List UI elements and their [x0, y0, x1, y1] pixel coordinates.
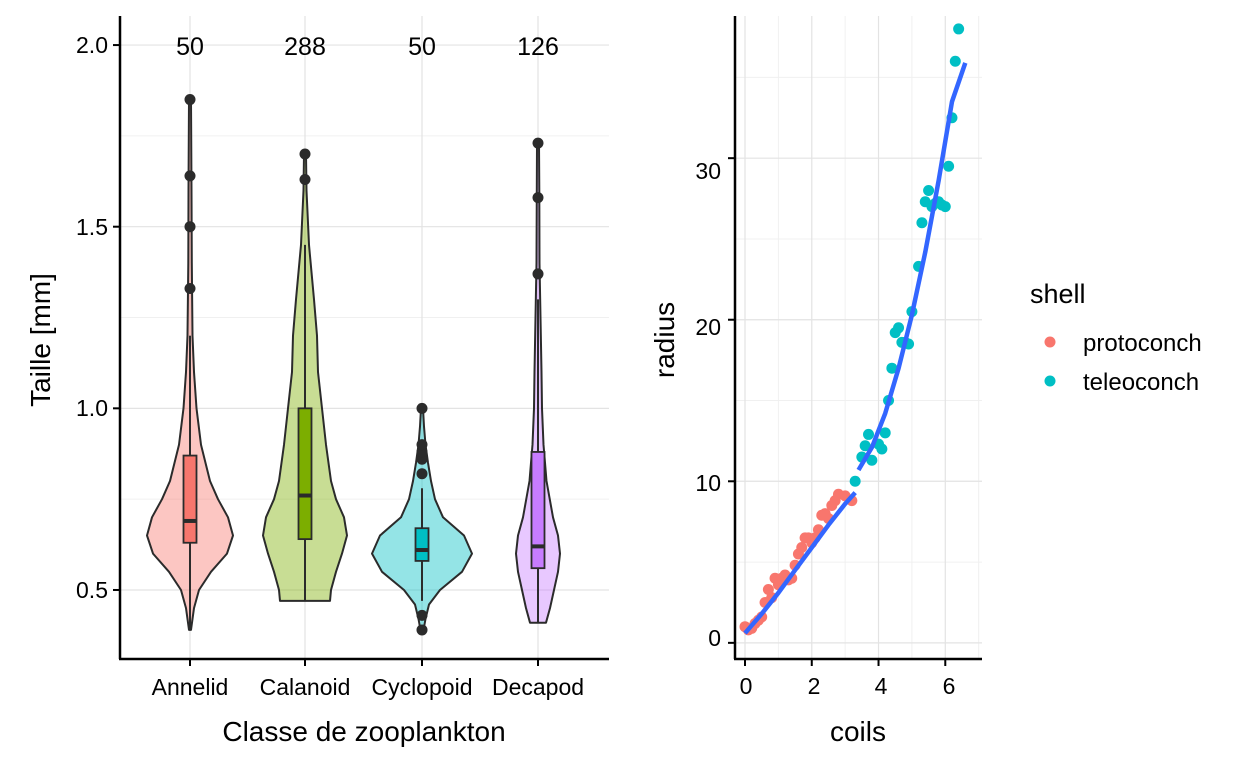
outlier-point — [416, 439, 428, 451]
x-tick-label-cyclopoid: Cyclopoid — [372, 674, 473, 700]
boxplots — [182, 244, 546, 630]
outlier-point — [184, 170, 196, 182]
count-labels: 50 288 50 126 — [176, 33, 559, 61]
legend: shell protoconch teleoconch — [1030, 279, 1202, 396]
point-teleoconch — [923, 184, 935, 196]
outlier-point — [416, 624, 428, 636]
y-tick-label: 1.5 — [76, 214, 108, 240]
x-tick-label: 0 — [740, 673, 753, 699]
point-teleoconch — [866, 454, 878, 466]
legend-title: shell — [1030, 279, 1086, 309]
x-tick-label: 6 — [943, 673, 956, 699]
scatter-y-axis-title: radius — [649, 302, 680, 378]
box-decapod — [530, 451, 546, 570]
legend-key-teleoconch — [1044, 375, 1056, 387]
x-tick-label: 2 — [808, 673, 821, 699]
point-protoconch — [796, 542, 808, 554]
count-label-decapod: 126 — [517, 33, 559, 61]
outlier-point — [184, 94, 196, 106]
count-label-annelid: 50 — [176, 33, 204, 61]
point-teleoconch — [953, 23, 965, 35]
violins — [146, 98, 561, 631]
point-teleoconch — [893, 322, 905, 334]
box-annelid — [182, 454, 198, 544]
y-tick-label: 20 — [695, 314, 721, 340]
violin-x-axis-title: Classe de zooplankton — [222, 716, 505, 747]
point-teleoconch — [863, 428, 875, 440]
violin-panel: 50 288 50 126 0.5 1.0 1.5 2.0 Annelid Ca… — [25, 16, 609, 747]
point-teleoconch — [949, 55, 961, 67]
point-teleoconch — [849, 475, 861, 487]
outlier-point — [299, 148, 311, 160]
point-teleoconch — [876, 443, 888, 455]
violin-x-ticks: Annelid Calanoid Cyclopoid Decapod — [152, 674, 584, 700]
box-calanoid — [297, 407, 313, 541]
x-tick-label-calanoid: Calanoid — [260, 674, 351, 700]
outlier-point — [184, 221, 196, 233]
violin-y-axis-title: Taille [mm] — [25, 273, 56, 407]
outlier-point — [299, 173, 311, 185]
smooth-lines — [743, 62, 968, 635]
x-tick-label-annelid: Annelid — [152, 674, 229, 700]
smooth-line-teleoconch — [856, 62, 968, 472]
outlier-point — [416, 609, 428, 621]
x-tick-label-decapod: Decapod — [492, 674, 584, 700]
outlier-point — [532, 137, 544, 149]
box-cyclopoid — [414, 527, 430, 562]
outlier-point — [184, 282, 196, 294]
y-tick-label: 2.0 — [76, 32, 108, 58]
x-tick-label: 4 — [875, 673, 888, 699]
point-teleoconch — [859, 440, 871, 452]
scatter-y-ticks: 0 10 20 30 — [695, 158, 721, 651]
outlier-points — [184, 94, 544, 636]
y-tick-label: 0 — [708, 625, 721, 651]
outlier-point — [416, 402, 428, 414]
scatter-panel: 0 10 20 30 0 2 4 6 coils radius shell pr… — [649, 16, 1202, 747]
smooth-line-protoconch — [743, 491, 857, 635]
y-tick-label: 1.0 — [76, 395, 108, 421]
outlier-point — [532, 192, 544, 204]
outlier-point — [532, 268, 544, 280]
outlier-point — [416, 468, 428, 480]
count-label-calanoid: 288 — [284, 33, 326, 61]
scatter-x-ticks: 0 2 4 6 — [740, 673, 956, 699]
point-teleoconch — [943, 160, 955, 172]
scatter-x-axis-title: coils — [830, 716, 886, 747]
point-teleoconch — [939, 201, 951, 213]
point-teleoconch — [916, 217, 928, 229]
y-tick-label: 0.5 — [76, 577, 108, 603]
scatter-points — [739, 23, 965, 636]
scatter-gridlines — [728, 16, 982, 666]
violin-y-ticks: 0.5 1.0 1.5 2.0 — [76, 32, 108, 603]
count-label-cyclopoid: 50 — [408, 33, 436, 61]
y-tick-label: 30 — [695, 158, 721, 184]
point-teleoconch — [886, 362, 898, 374]
legend-label-teleoconch: teleoconch — [1083, 369, 1199, 396]
y-tick-label: 10 — [695, 470, 721, 496]
legend-key-protoconch — [1044, 336, 1056, 348]
point-teleoconch — [879, 427, 891, 439]
legend-label-protoconch: protoconch — [1083, 330, 1202, 357]
